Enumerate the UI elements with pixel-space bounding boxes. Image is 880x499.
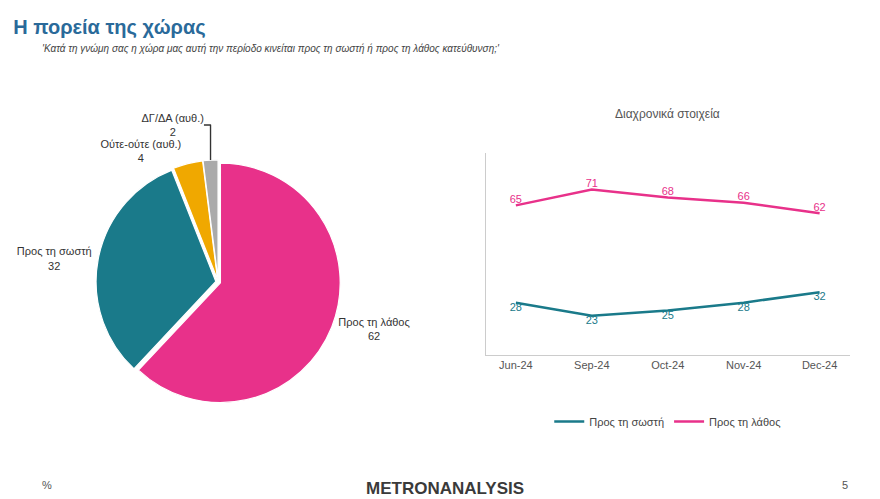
- svg-text:Ούτε-ούτε (αυθ.)4: Ούτε-ούτε (αυθ.)4: [100, 138, 181, 164]
- svg-text:Η πορεία της χώρας: Η πορεία της χώρας: [13, 16, 205, 38]
- svg-text:32: 32: [813, 290, 825, 302]
- svg-text:Προς τη σωστή: Προς τη σωστή: [589, 416, 664, 428]
- svg-text:Oct-24: Oct-24: [651, 359, 684, 371]
- svg-text:28: 28: [510, 301, 522, 313]
- svg-text:71: 71: [586, 177, 598, 189]
- svg-text:ΔΓ/ΔΑ (αυθ.)2: ΔΓ/ΔΑ (αυθ.)2: [141, 112, 203, 138]
- svg-text:Nov-24: Nov-24: [726, 359, 761, 371]
- svg-text:25: 25: [662, 309, 674, 321]
- svg-text:METRONANALYSIS: METRONANALYSIS: [366, 479, 524, 498]
- svg-text:Προς τη σωστή32: Προς τη σωστή32: [17, 245, 92, 271]
- svg-text:28: 28: [738, 301, 750, 313]
- svg-text:Dec-24: Dec-24: [802, 359, 837, 371]
- svg-text:65: 65: [510, 193, 522, 205]
- svg-text:Διαχρονικά στοιχεία: Διαχρονικά στοιχεία: [615, 107, 720, 121]
- svg-text:23: 23: [586, 314, 598, 326]
- svg-text:62: 62: [813, 201, 825, 213]
- svg-text:Sep-24: Sep-24: [574, 359, 609, 371]
- svg-text:'Κατά τη γνώμη σας η χώρα μας: 'Κατά τη γνώμη σας η χώρα μας αυτή την π…: [42, 43, 500, 54]
- svg-text:Προς τη λάθος62: Προς τη λάθος62: [338, 316, 409, 342]
- svg-text:Jun-24: Jun-24: [499, 359, 533, 371]
- svg-text:Προς τη λάθος: Προς τη λάθος: [709, 416, 780, 428]
- svg-text:66: 66: [738, 190, 750, 202]
- svg-text:5: 5: [842, 479, 848, 491]
- svg-text:68: 68: [662, 185, 674, 197]
- svg-text:%: %: [42, 479, 52, 491]
